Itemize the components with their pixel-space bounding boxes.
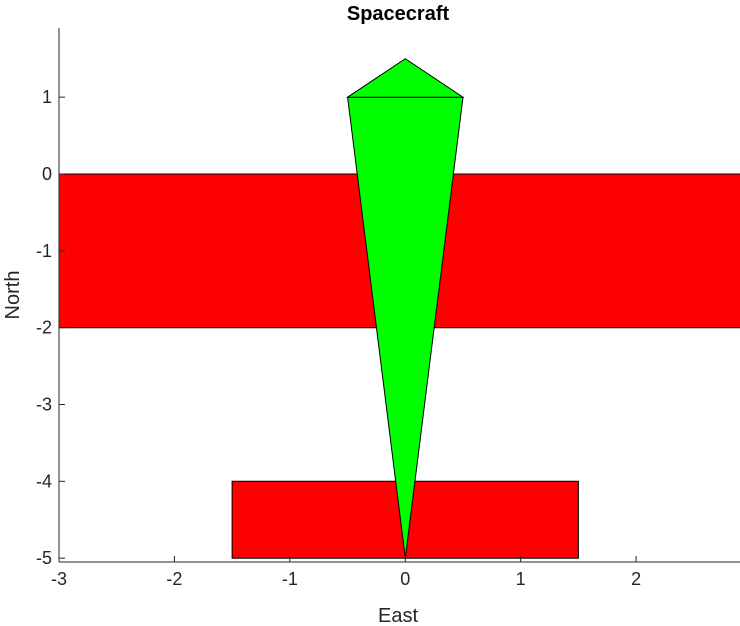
y-tick-label: 0 bbox=[42, 164, 52, 184]
x-axis-label: East bbox=[378, 605, 418, 626]
y-tick-label: 1 bbox=[42, 87, 52, 107]
shape-nose bbox=[345, 58, 465, 98]
y-tick-label: -1 bbox=[36, 241, 52, 261]
axes: -3 -2 -1 0 1 2 -5 -4 -3 -2 -1 0 1 bbox=[36, 28, 740, 589]
x-tick-label: -1 bbox=[282, 569, 298, 589]
y-tick-label: -5 bbox=[36, 548, 52, 568]
x-tick-label: 0 bbox=[400, 569, 410, 589]
x-tick-label: -2 bbox=[166, 569, 182, 589]
x-tick-label: 1 bbox=[516, 569, 526, 589]
y-tick-label: -3 bbox=[36, 394, 52, 414]
x-tick-label: -3 bbox=[51, 569, 67, 589]
chart-title: Spacecraft bbox=[347, 3, 450, 25]
x-tick-label: 2 bbox=[631, 569, 641, 589]
y-axis-label: North bbox=[2, 271, 24, 320]
y-tick-label: -2 bbox=[36, 318, 52, 338]
y-tick-label: -4 bbox=[36, 471, 52, 491]
plot-area bbox=[59, 58, 740, 559]
